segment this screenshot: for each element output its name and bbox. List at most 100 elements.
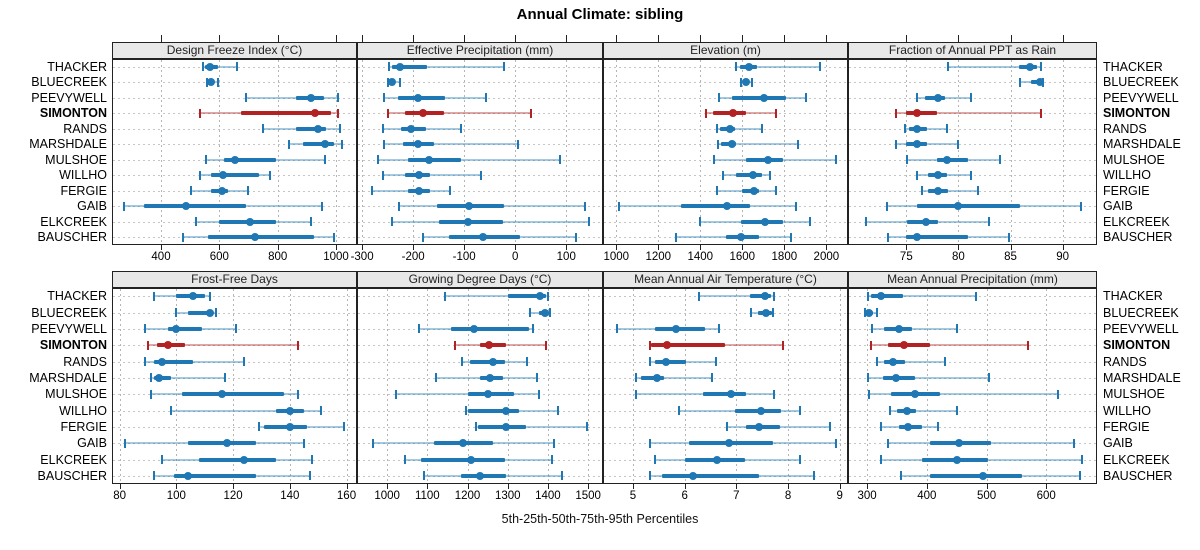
whisker-cap xyxy=(371,438,374,448)
site-label-right: MULSHOE xyxy=(1103,387,1165,402)
median-dot xyxy=(761,217,770,226)
row-gridline xyxy=(604,190,847,192)
whisker-cap xyxy=(199,170,202,180)
whisker-line xyxy=(895,112,1041,115)
row-gridline xyxy=(358,312,602,314)
x-gridline xyxy=(277,60,279,244)
site-label-left: MULSHOE xyxy=(45,152,107,167)
whisker-cap xyxy=(796,139,799,149)
x-tick-label: 6 xyxy=(681,490,688,502)
row-gridline xyxy=(113,144,356,146)
whisker-cap xyxy=(474,422,477,432)
median-dot xyxy=(933,186,942,195)
whisker-cap xyxy=(740,77,743,87)
whisker-cap xyxy=(999,155,1002,165)
whisker-line xyxy=(387,112,532,115)
whisker-line xyxy=(395,393,539,396)
iqr-band xyxy=(187,310,214,315)
whisker-cap xyxy=(297,389,300,399)
whisker-line xyxy=(445,295,549,298)
whisker-cap xyxy=(876,308,879,317)
x-tick-label: 8 xyxy=(784,490,792,502)
median-dot xyxy=(978,471,987,480)
whisker-line xyxy=(382,174,482,177)
whisker-cap xyxy=(561,471,564,481)
x-gridline xyxy=(588,289,590,483)
whisker-cap xyxy=(920,186,923,196)
iqr-band xyxy=(173,473,256,478)
row-gridline xyxy=(113,190,356,192)
row-gridline xyxy=(358,113,602,115)
row-gridline xyxy=(849,394,1096,396)
whisker-cap xyxy=(537,389,540,399)
x-tick xyxy=(336,245,337,250)
median-dot xyxy=(922,217,931,226)
whisker-cap xyxy=(311,455,314,464)
whisker-cap xyxy=(147,340,149,350)
x-tick-label: 5 xyxy=(629,490,637,502)
x-tick xyxy=(161,245,162,250)
x-tick xyxy=(467,484,469,489)
row-gridline xyxy=(849,221,1096,223)
whisker-cap xyxy=(417,324,420,334)
whisker-cap xyxy=(799,406,802,415)
whisker-cap xyxy=(805,93,808,103)
median-dot xyxy=(483,390,492,399)
whisker-cap xyxy=(769,170,772,180)
whisker-cap xyxy=(586,422,589,432)
median-dot xyxy=(761,308,770,317)
whisker-line xyxy=(384,143,518,146)
median-dot xyxy=(158,357,167,366)
site-label-right: RANDS xyxy=(1103,354,1147,369)
median-dot xyxy=(894,324,903,333)
x-tick xyxy=(658,245,660,250)
site-label-left: MARSHDALE xyxy=(29,370,107,385)
whisker-cap xyxy=(1018,77,1021,87)
whisker-cap xyxy=(308,471,311,481)
whisker-cap xyxy=(545,340,548,350)
x-tick xyxy=(515,245,517,250)
x-tick xyxy=(742,245,744,250)
whisker-cap xyxy=(875,357,878,366)
site-label-right: SIMONTON xyxy=(1103,106,1171,121)
median-dot xyxy=(933,171,942,180)
x-tick-top xyxy=(413,35,415,42)
x-tick xyxy=(346,484,348,489)
x-tick-label: -200 xyxy=(401,251,425,263)
x-tick-label: 400 xyxy=(917,490,937,502)
median-dot xyxy=(912,140,921,149)
x-gridline xyxy=(684,289,686,483)
x-tick-label: 120 xyxy=(223,490,243,502)
row-gridline xyxy=(113,426,356,428)
panel-strip: Mean Annual Precipitation (mm) xyxy=(848,271,1097,288)
whisker-cap xyxy=(774,186,777,196)
whisker-cap xyxy=(209,291,212,301)
whisker-cap xyxy=(559,155,562,165)
iqr-band xyxy=(210,173,260,178)
row-gridline xyxy=(604,159,847,161)
whisker-cap xyxy=(975,291,978,301)
whisker-cap xyxy=(1080,201,1083,211)
whisker-cap xyxy=(575,232,578,242)
whisker-cap xyxy=(243,357,246,366)
whisker-cap xyxy=(616,324,619,334)
whisker-cap xyxy=(549,308,552,317)
x-tick xyxy=(839,484,841,489)
row-gridline xyxy=(113,113,356,115)
whisker-line xyxy=(170,409,321,412)
x-tick-label: 600 xyxy=(209,251,229,263)
whisker-cap xyxy=(775,108,778,118)
whisker-cap xyxy=(530,108,533,118)
x-tick-top xyxy=(658,35,660,42)
median-dot xyxy=(892,373,901,382)
median-dot xyxy=(285,406,294,415)
site-label-left: ELKCREEK xyxy=(40,452,107,467)
whisker-cap xyxy=(383,139,386,149)
whisker-line xyxy=(145,360,245,363)
x-tick-label: 500 xyxy=(976,490,997,502)
site-label-right: THACKER xyxy=(1103,289,1163,304)
x-gridline xyxy=(161,60,162,244)
whisker-cap xyxy=(697,291,700,301)
x-tick-label: 800 xyxy=(268,251,288,263)
whisker-cap xyxy=(870,340,873,350)
